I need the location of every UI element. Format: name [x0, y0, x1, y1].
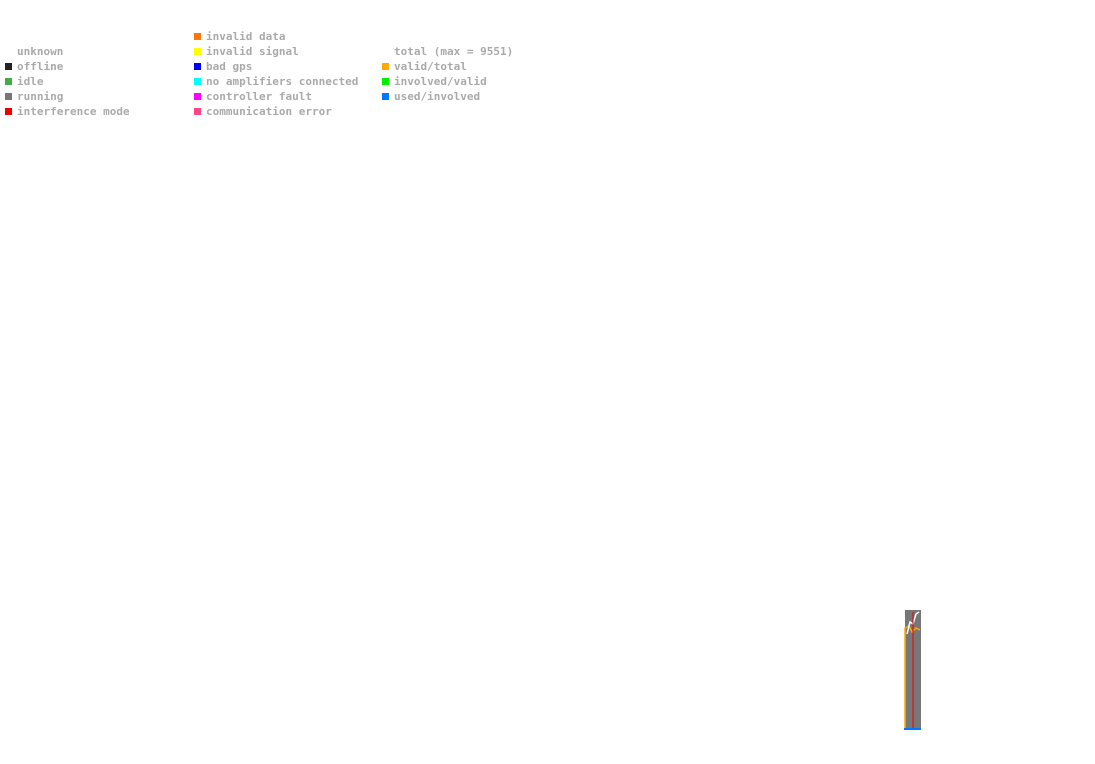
legend-swatch	[194, 48, 201, 55]
legend-label: controller fault	[206, 90, 312, 103]
legend-swatch	[194, 63, 201, 70]
legend-swatch	[194, 33, 201, 40]
legend-label: involved/valid	[394, 75, 487, 88]
legend-label: running	[17, 90, 63, 103]
legend-label: valid/total	[394, 60, 467, 73]
legend-label: interference mode	[17, 105, 130, 118]
legend-label: no amplifiers connected	[206, 75, 358, 88]
chart-line	[904, 624, 921, 730]
legend-label: unknown	[17, 45, 63, 58]
legend-label: total (max = 9551)	[394, 45, 513, 58]
legend-label: idle	[17, 75, 44, 88]
legend-swatch	[5, 108, 12, 115]
legend-label: invalid signal	[206, 45, 299, 58]
legend-swatch	[5, 93, 12, 100]
mini-chart	[904, 610, 921, 730]
legend-label: communication error	[206, 105, 332, 118]
legend-swatch	[194, 93, 201, 100]
legend-label: bad gps	[206, 60, 252, 73]
legend-swatch	[382, 93, 389, 100]
legend-swatch	[382, 78, 389, 85]
legend-label: used/involved	[394, 90, 480, 103]
legend-swatch	[194, 78, 201, 85]
legend-swatch	[194, 108, 201, 115]
legend-label: invalid data	[206, 30, 285, 43]
legend-swatch	[5, 63, 12, 70]
legend-swatch	[5, 78, 12, 85]
legend-swatch	[382, 63, 389, 70]
legend-label: offline	[17, 60, 64, 73]
